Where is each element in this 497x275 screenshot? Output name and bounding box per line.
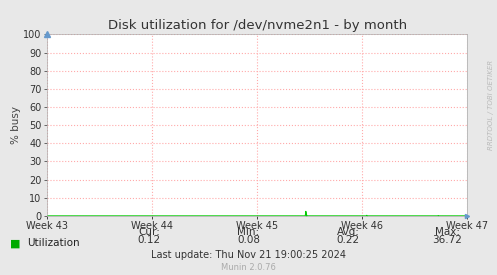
Text: Last update: Thu Nov 21 19:00:25 2024: Last update: Thu Nov 21 19:00:25 2024 <box>151 250 346 260</box>
Text: 0.08: 0.08 <box>237 235 260 245</box>
Text: Utilization: Utilization <box>27 238 80 248</box>
Text: Cur:: Cur: <box>138 227 160 237</box>
Text: Munin 2.0.76: Munin 2.0.76 <box>221 263 276 272</box>
Text: 0.12: 0.12 <box>138 235 161 245</box>
Text: 0.22: 0.22 <box>336 235 359 245</box>
Text: Min:: Min: <box>238 227 259 237</box>
Title: Disk utilization for /dev/nvme2n1 - by month: Disk utilization for /dev/nvme2n1 - by m… <box>108 19 407 32</box>
Text: ■: ■ <box>10 238 20 248</box>
Text: RRDTOOL / TOBI OETIKER: RRDTOOL / TOBI OETIKER <box>488 59 494 150</box>
Y-axis label: % busy: % busy <box>10 106 20 144</box>
Text: Avg:: Avg: <box>336 227 359 237</box>
Text: Max:: Max: <box>435 227 460 237</box>
Text: 36.72: 36.72 <box>432 235 462 245</box>
